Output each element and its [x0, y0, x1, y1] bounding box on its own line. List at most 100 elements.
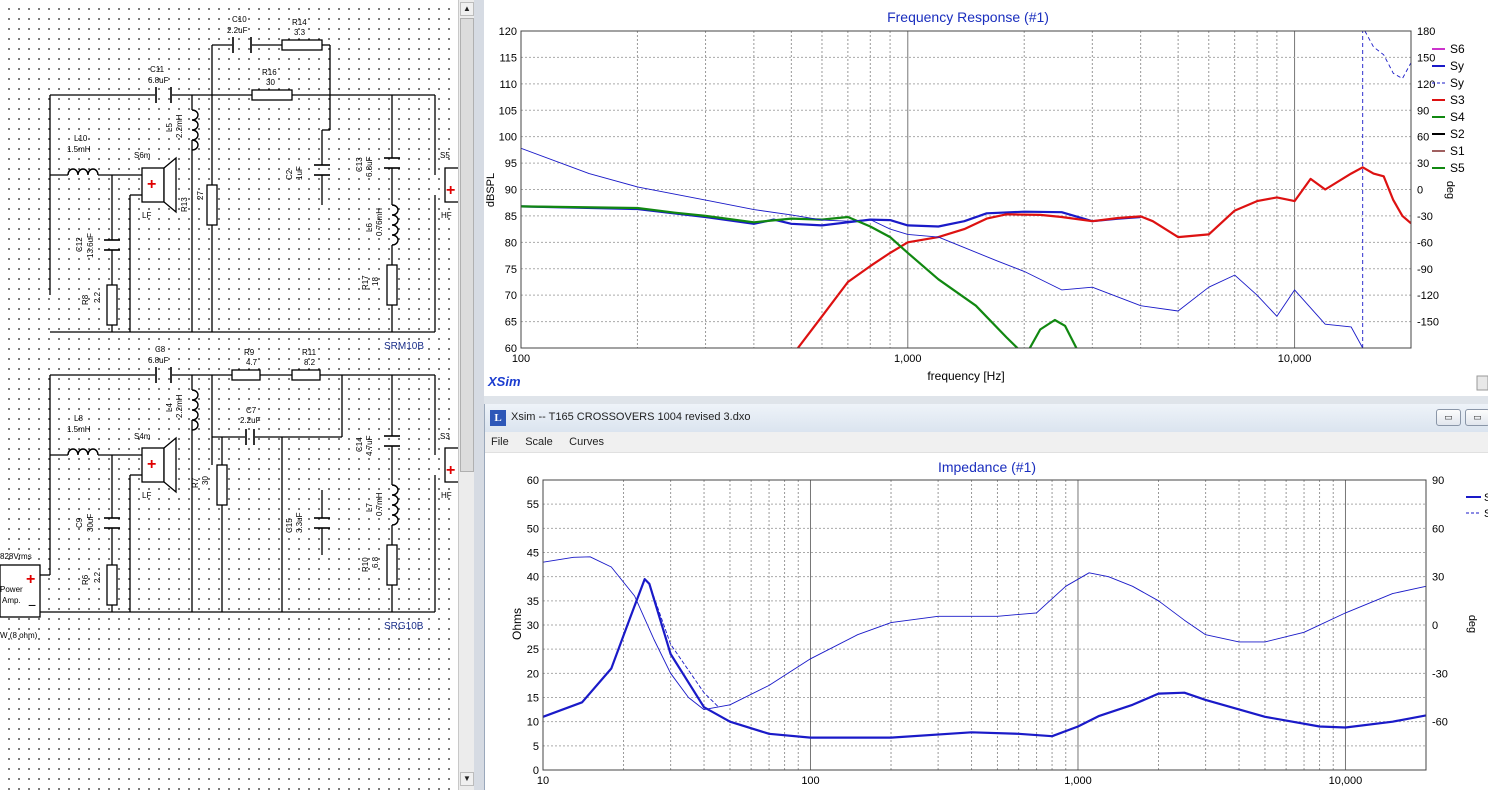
schematic-scrollbar[interactable]: ▲ ▼: [458, 0, 475, 790]
x-tick-label: 1,000: [894, 353, 922, 365]
bottom-r6-value: 2.2: [93, 571, 102, 583]
minimize-button[interactable]: ▭: [1436, 409, 1461, 426]
pane-divider[interactable]: [474, 0, 484, 790]
bottom-l7-value: 0.7mH: [375, 492, 384, 516]
top-c10-value: 2.2uF: [227, 26, 248, 35]
fr-legend-label: Sy: [1450, 76, 1464, 90]
imp-legend-label: S: [1484, 508, 1488, 520]
imp-series-1: [648, 583, 719, 707]
fr-legend[interactable]: S6 Sy Sy S3 S4 S2 S1 S5: [1432, 42, 1465, 175]
y-tick-label: 110: [499, 79, 517, 91]
srg10b-label: SRG10B: [384, 621, 424, 632]
top-l6-ref: L6: [365, 223, 374, 232]
menu-file[interactable]: File: [491, 436, 509, 448]
crossover-schematic: + + + + + − C102.2uFR143.3C116.8uFR1630L…: [0, 15, 458, 640]
imp-title: Impedance (#1): [938, 459, 1036, 475]
menu-curves[interactable]: Curves: [569, 436, 605, 448]
bottom-c8-ref: C8: [155, 345, 166, 354]
imp-legend[interactable]: SS: [1466, 492, 1488, 520]
window-gap: [484, 396, 1488, 404]
xsim-brand: XSim: [487, 374, 521, 389]
bottom-c14-ref: C14: [355, 437, 364, 452]
y-tick-label: 120: [499, 26, 517, 38]
imp-series-0: [543, 578, 1426, 739]
y-tick-label: 95: [505, 158, 517, 170]
amp-label-2: Amp.: [2, 596, 21, 605]
fr-legend-label: S2: [1450, 127, 1465, 141]
frequency-response-chart[interactable]: Frequency Response (#1) 60 65 70 75 80 85 90 95…: [484, 0, 1488, 396]
fr-gridlines: [520, 30, 1412, 349]
impedance-titlebar[interactable]: L Xsim -- T165 CROSSOVERS 1004 revised 3…: [485, 404, 1488, 433]
imp-ylabel: Ohms: [510, 608, 524, 640]
y-tick-label: 0: [533, 765, 539, 777]
y-tick-label: 85: [505, 211, 517, 223]
y2-tick-label: -150: [1417, 317, 1439, 329]
driver-hf-top: HF: [441, 211, 452, 220]
top-c13-value: 6.8uF: [365, 156, 374, 177]
y2-tick-label: -60: [1417, 237, 1433, 249]
scroll-down-button[interactable]: ▼: [460, 772, 474, 786]
fr-series-group: [521, 31, 1411, 348]
driver-hf-bottom: HF: [441, 491, 452, 500]
y-tick-label: 55: [527, 499, 539, 511]
fr-legend-label: S5: [1450, 161, 1465, 175]
y2-tick-label: 60: [1432, 523, 1444, 535]
imp-legend-label: S: [1484, 492, 1488, 504]
bottom-c9-value: 30uF: [86, 514, 95, 532]
fr-series-6: [1364, 31, 1411, 80]
bottom-c8-value: 6.8uF: [148, 356, 169, 365]
bottom-r7-ref: R7: [191, 477, 200, 488]
y2-tick-label: 60: [1417, 132, 1429, 144]
top-c10-ref: C10: [232, 15, 247, 24]
y-tick-label: 70: [505, 290, 517, 302]
top-c13-ref: C13: [355, 157, 364, 172]
y-tick-label: 5: [533, 741, 539, 753]
top-l5-value: 2.2mH: [175, 114, 184, 138]
top-r14-ref: R14: [292, 18, 307, 27]
menu-bar: File Scale Curves: [485, 432, 1488, 453]
fr-tick-labels: 60 65 70 75 80 85 90 95 100 105 110 115 120 -150 -120 -…: [499, 26, 1439, 365]
bottom-r10-value: 6.8: [371, 556, 380, 568]
fr-legend-label: S3: [1450, 93, 1465, 107]
bottom-c9-ref: C9: [75, 517, 84, 528]
schematic-canvas[interactable]: + + + + + − C10 2.2uF R14 3.3 C11 6.8uF R16 30 L…: [0, 0, 458, 790]
y-tick-label: 115: [499, 52, 517, 64]
svg-text:+: +: [446, 182, 455, 199]
imp-series-group: [543, 556, 1426, 739]
y-tick-label: 65: [505, 317, 517, 329]
x-tick-label: 10,000: [1329, 775, 1363, 787]
y-tick-label: 25: [527, 644, 539, 656]
top-r16-ref: R16: [262, 68, 277, 77]
bottom-r7-value: 30: [201, 476, 210, 485]
y2-tick-label: 30: [1432, 572, 1444, 584]
amp-load: W (8 ohm): [0, 631, 38, 640]
frequency-response-window: Frequency Response (#1) 60 65 70 75 80 85 90 95…: [484, 0, 1488, 396]
top-c12-ref: C12: [75, 237, 84, 252]
top-r14-value: 3.3: [294, 28, 306, 37]
impedance-window: L Xsim -- T165 CROSSOVERS 1004 revised 3…: [484, 404, 1488, 790]
bottom-c15-value: 3.3uF: [295, 512, 304, 533]
svg-text:+: +: [446, 462, 455, 479]
y2-tick-label: 30: [1417, 158, 1429, 170]
x-tick-label: 100: [512, 353, 530, 365]
y2-tick-label: 150: [1417, 52, 1435, 64]
top-l10-ref: L10: [74, 134, 88, 143]
y2-tick-label: -60: [1432, 717, 1448, 729]
scroll-up-button[interactable]: ▲: [460, 2, 474, 16]
restore-button[interactable]: ▭: [1465, 409, 1488, 426]
menu-scale[interactable]: Scale: [525, 436, 553, 448]
y2-tick-label: 0: [1417, 185, 1423, 197]
svg-text:+: +: [26, 571, 35, 588]
fr-resize-handle[interactable]: [1476, 375, 1488, 391]
y-tick-label: 40: [527, 572, 539, 584]
y-tick-label: 80: [505, 237, 517, 249]
y2-tick-label: 180: [1417, 26, 1435, 38]
impedance-chart[interactable]: Impedance (#1) 0 5 10 15 20 25 30 35 40 45 50 55 60 -…: [485, 452, 1488, 790]
x-tick-label: 10: [537, 775, 549, 787]
y-tick-label: 10: [527, 717, 539, 729]
scroll-thumb[interactable]: [460, 18, 474, 472]
y2-tick-label: -30: [1417, 211, 1433, 223]
fr-y2label: deg: [1444, 181, 1456, 199]
y2-tick-label: -90: [1417, 264, 1433, 276]
